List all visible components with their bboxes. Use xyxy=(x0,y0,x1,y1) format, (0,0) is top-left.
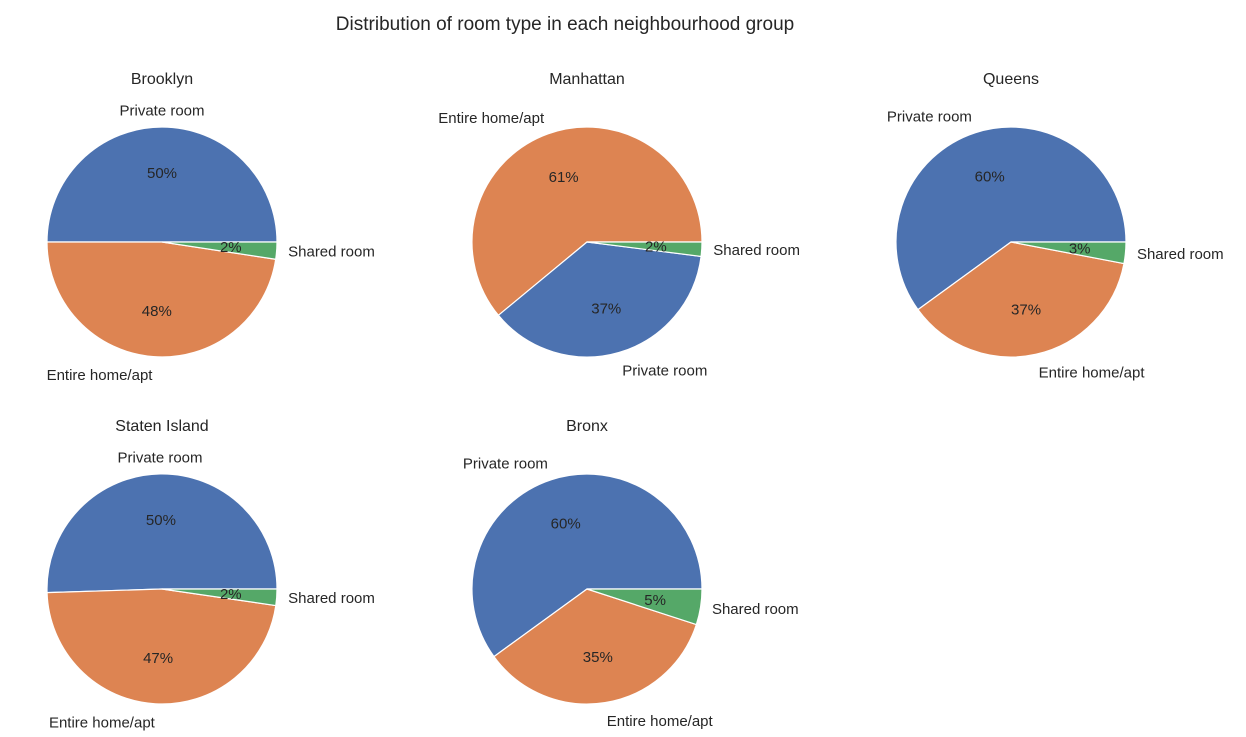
pie-slice-queens-shared-room xyxy=(1010,241,1127,265)
pie-slice-queens-private-room xyxy=(895,126,1127,311)
pie-manhattan: Manhattan 61% Entire home/apt 37% Private ro… xyxy=(438,71,800,379)
pie-bronx: Bronx 60% Private room 35% Entire home/apt 5%… xyxy=(463,418,799,730)
pie-brooklyn: Brooklyn 50% Private room 48% Entire home/ap… xyxy=(46,71,375,384)
pie-slice-staten-island-shared-room xyxy=(161,588,278,607)
pie-pct-label-brooklyn-shared-room: 2% xyxy=(220,239,242,256)
pie-pct-label-brooklyn-private-room: 50% xyxy=(147,165,177,182)
pie-pct-label-manhattan-entire-home-apt: 61% xyxy=(549,169,579,186)
pie-pct-label-bronx-shared-room: 5% xyxy=(644,592,666,609)
pie-pct-label-manhattan-private-room: 37% xyxy=(591,300,621,317)
pie-category-label-bronx-entire-home-apt: Entire home/apt xyxy=(607,713,714,730)
pie-pct-label-bronx-private-room: 60% xyxy=(551,515,581,532)
pie-category-label-manhattan-private-room: Private room xyxy=(622,362,707,379)
pie-category-label-brooklyn-shared-room: Shared room xyxy=(288,244,375,261)
pie-pct-label-manhattan-shared-room: 2% xyxy=(645,238,667,255)
pie-category-label-queens-shared-room: Shared room xyxy=(1137,246,1224,263)
pie-category-label-queens-entire-home-apt: Entire home/apt xyxy=(1039,364,1146,381)
pie-slice-bronx-shared-room xyxy=(586,588,703,626)
pie-category-label-staten-island-shared-room: Shared room xyxy=(288,590,375,607)
pie-slice-bronx-entire-home-apt xyxy=(493,588,698,705)
pie-pct-label-staten-island-private-room: 50% xyxy=(146,512,176,529)
pie-title-manhattan: Manhattan xyxy=(549,71,625,88)
pie-grid: Brooklyn 50% Private room 48% Entire home/ap… xyxy=(46,71,1224,731)
pie-staten-island: Staten Island 50% Private room 47% Entire ho… xyxy=(46,418,375,731)
figure-title: Distribution of room type in each neighb… xyxy=(336,14,794,35)
pie-category-label-brooklyn-private-room: Private room xyxy=(119,103,204,120)
pie-category-label-staten-island-entire-home-apt: Entire home/apt xyxy=(49,714,156,731)
pie-slice-bronx-private-room xyxy=(471,473,703,658)
pie-slice-queens-entire-home-apt xyxy=(917,241,1125,358)
pie-category-label-manhattan-entire-home-apt: Entire home/apt xyxy=(438,110,545,127)
pie-pct-label-brooklyn-entire-home-apt: 48% xyxy=(142,303,172,320)
pie-title-staten-island: Staten Island xyxy=(115,418,208,435)
pie-slice-brooklyn-private-room xyxy=(46,126,278,243)
pie-title-bronx: Bronx xyxy=(566,418,608,435)
pie-slice-brooklyn-entire-home-apt xyxy=(46,241,277,358)
pie-category-label-bronx-shared-room: Shared room xyxy=(712,601,799,618)
pie-slice-manhattan-shared-room xyxy=(586,241,703,258)
pie-slice-manhattan-entire-home-apt xyxy=(471,126,703,317)
pie-pct-label-staten-island-shared-room: 2% xyxy=(220,586,242,603)
pie-slice-staten-island-entire-home-apt xyxy=(46,588,277,705)
pie-category-label-brooklyn-entire-home-apt: Entire home/apt xyxy=(47,367,154,384)
pie-slice-manhattan-private-room xyxy=(497,241,702,358)
pie-category-label-queens-private-room: Private room xyxy=(887,109,972,126)
pie-queens: Queens 60% Private room 37% Entire home/apt 3… xyxy=(887,71,1224,381)
pie-category-label-staten-island-private-room: Private room xyxy=(117,450,202,467)
pie-category-label-manhattan-shared-room: Shared room xyxy=(713,242,800,259)
pie-pct-label-bronx-entire-home-apt: 35% xyxy=(583,649,613,666)
pie-category-label-bronx-private-room: Private room xyxy=(463,456,548,473)
pie-title-brooklyn: Brooklyn xyxy=(131,71,193,88)
pie-title-queens: Queens xyxy=(983,71,1039,88)
pie-pct-label-queens-entire-home-apt: 37% xyxy=(1011,301,1041,318)
pie-pct-label-staten-island-entire-home-apt: 47% xyxy=(143,650,173,667)
pie-pct-label-queens-shared-room: 3% xyxy=(1069,240,1091,257)
pie-pct-label-queens-private-room: 60% xyxy=(975,168,1005,185)
pie-slice-brooklyn-shared-room xyxy=(161,241,278,260)
pie-slice-staten-island-private-room xyxy=(46,473,278,594)
